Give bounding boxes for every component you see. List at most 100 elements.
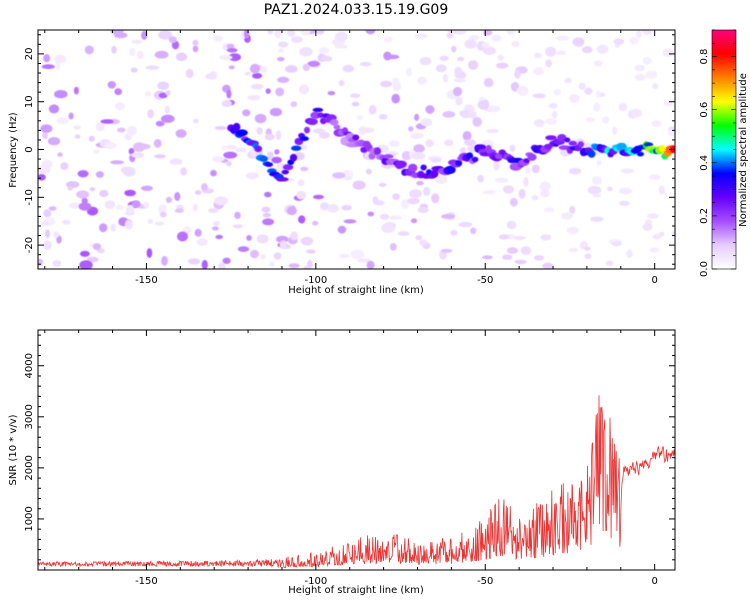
snr-axes: -150 -100 -50 0 1000 2000 3000 4000 bbox=[24, 329, 676, 587]
spectrogram-cell bbox=[389, 215, 402, 220]
spectrogram-cell bbox=[126, 125, 137, 136]
spectrogram-cell bbox=[453, 86, 463, 97]
spectrogram-cell bbox=[299, 136, 309, 142]
spectrogram-cell bbox=[468, 60, 479, 70]
spectrogram-cell bbox=[60, 162, 69, 171]
colorbar-tick-label: 0.4 bbox=[699, 155, 710, 171]
spectrogram-cell bbox=[47, 137, 61, 146]
spectrogram-cell bbox=[419, 57, 432, 66]
spectrogram-cell bbox=[222, 257, 231, 264]
spectrogram-cell bbox=[131, 200, 141, 208]
spectrogram-cell bbox=[339, 253, 350, 259]
spectrogram-cell bbox=[357, 258, 371, 263]
spectrogram-cell bbox=[254, 145, 263, 153]
spectrogram-cell bbox=[212, 35, 224, 42]
spectrogram-cell bbox=[192, 203, 198, 212]
colorbar-tick-label: 0.6 bbox=[699, 102, 710, 118]
spectrogram-cell bbox=[462, 131, 472, 141]
spectrogram-cell bbox=[372, 196, 379, 205]
spectrogram-cell bbox=[491, 34, 502, 42]
spectrogram-cell bbox=[264, 191, 272, 198]
spectrogram-cell bbox=[300, 236, 314, 246]
spectrogram-cell bbox=[210, 169, 217, 177]
spectrogram-cell bbox=[352, 134, 360, 141]
spectrogram-cell bbox=[419, 239, 428, 247]
spectrogram-cell bbox=[391, 93, 401, 104]
spectrogram-ytick-label: 20 bbox=[24, 48, 35, 61]
spectrogram-cell bbox=[381, 223, 395, 234]
spectrogram-cell bbox=[651, 120, 662, 127]
spectrogram-cell bbox=[225, 145, 237, 150]
spectrogram-cell bbox=[365, 168, 372, 175]
spectrogram-cell bbox=[104, 200, 116, 210]
spectrogram-cell bbox=[606, 186, 613, 192]
spectrogram-cell bbox=[296, 190, 307, 200]
spectrogram-cell bbox=[540, 188, 550, 198]
spectrogram-cell bbox=[587, 185, 602, 195]
spectrogram-cell bbox=[533, 52, 543, 59]
spectrogram-cell bbox=[219, 55, 233, 60]
spectrogram-cell bbox=[226, 43, 235, 50]
spectrogram-cell bbox=[557, 134, 567, 142]
spectrogram-cell bbox=[590, 216, 604, 222]
spectrogram-cell bbox=[141, 30, 148, 40]
spectrogram-cell bbox=[130, 67, 138, 73]
spectrogram-cell bbox=[48, 104, 60, 114]
spectrogram-cell bbox=[48, 206, 57, 211]
spectrogram-cell bbox=[397, 231, 410, 237]
spectrogram-cell bbox=[483, 77, 494, 88]
snr-ytick-label: 3000 bbox=[24, 404, 35, 429]
spectrogram-cell bbox=[548, 103, 558, 109]
spectrogram-cell bbox=[425, 105, 435, 114]
spectrogram-cell bbox=[431, 193, 440, 204]
spectrogram-cell bbox=[337, 225, 347, 234]
spectrogram-cell bbox=[471, 156, 479, 163]
spectrogram-cell bbox=[612, 126, 618, 135]
spectrogram-cell bbox=[509, 144, 516, 152]
spectrogram-cell bbox=[232, 224, 243, 229]
spectrogram-cell bbox=[274, 30, 283, 39]
spectrogram-cell bbox=[232, 122, 241, 132]
spectrogram-cell bbox=[642, 30, 653, 35]
spectrogram-cell bbox=[43, 209, 52, 218]
spectrogram-cell bbox=[92, 243, 102, 251]
spectrogram-xtick-label: -50 bbox=[477, 275, 493, 286]
spectrogram-cell bbox=[180, 167, 188, 176]
spectrogram-cell bbox=[532, 93, 546, 99]
spectrogram-cell bbox=[630, 108, 642, 118]
spectrogram-cell bbox=[568, 247, 579, 253]
spectrogram-cell bbox=[459, 147, 466, 153]
spectrogram-cell bbox=[201, 259, 208, 269]
snr-panel: -150 -100 -50 0 1000 2000 3000 4000 Height of s… bbox=[8, 329, 676, 596]
spectrogram-cell bbox=[158, 30, 173, 40]
spectrogram-cell bbox=[569, 205, 576, 214]
spectrogram-cell bbox=[555, 50, 566, 55]
spectrogram-xlabel: Height of straight line (km) bbox=[288, 285, 424, 296]
spectrogram-cell bbox=[338, 79, 345, 87]
spectrogram-ytick-label: -10 bbox=[24, 189, 35, 205]
spectrogram-cell bbox=[143, 201, 150, 209]
spectrogram-cell bbox=[262, 212, 271, 218]
spectrogram-cell bbox=[212, 156, 224, 163]
snr-background bbox=[38, 330, 675, 570]
spectrogram-cell bbox=[267, 30, 273, 35]
spectrogram-cell bbox=[413, 144, 425, 153]
spectrogram-cell bbox=[211, 226, 219, 231]
spectrogram-cell bbox=[291, 36, 303, 43]
spectrogram-cell bbox=[561, 212, 573, 220]
spectrogram-cell bbox=[114, 102, 126, 111]
spectrogram-cell bbox=[540, 234, 552, 241]
spectrogram-cell bbox=[277, 57, 285, 62]
spectrogram-cell bbox=[300, 30, 311, 36]
spectrogram-cell bbox=[629, 36, 639, 45]
spectrogram-cell bbox=[553, 88, 561, 96]
spectrogram-cell bbox=[38, 173, 46, 181]
spectrogram-cell bbox=[299, 47, 313, 57]
spectrogram-cell bbox=[38, 164, 51, 175]
spectrogram-cell bbox=[566, 226, 579, 235]
spectrogram-cell bbox=[533, 119, 545, 127]
spectrogram-cell bbox=[439, 55, 449, 62]
spectrogram-cell bbox=[100, 119, 114, 124]
